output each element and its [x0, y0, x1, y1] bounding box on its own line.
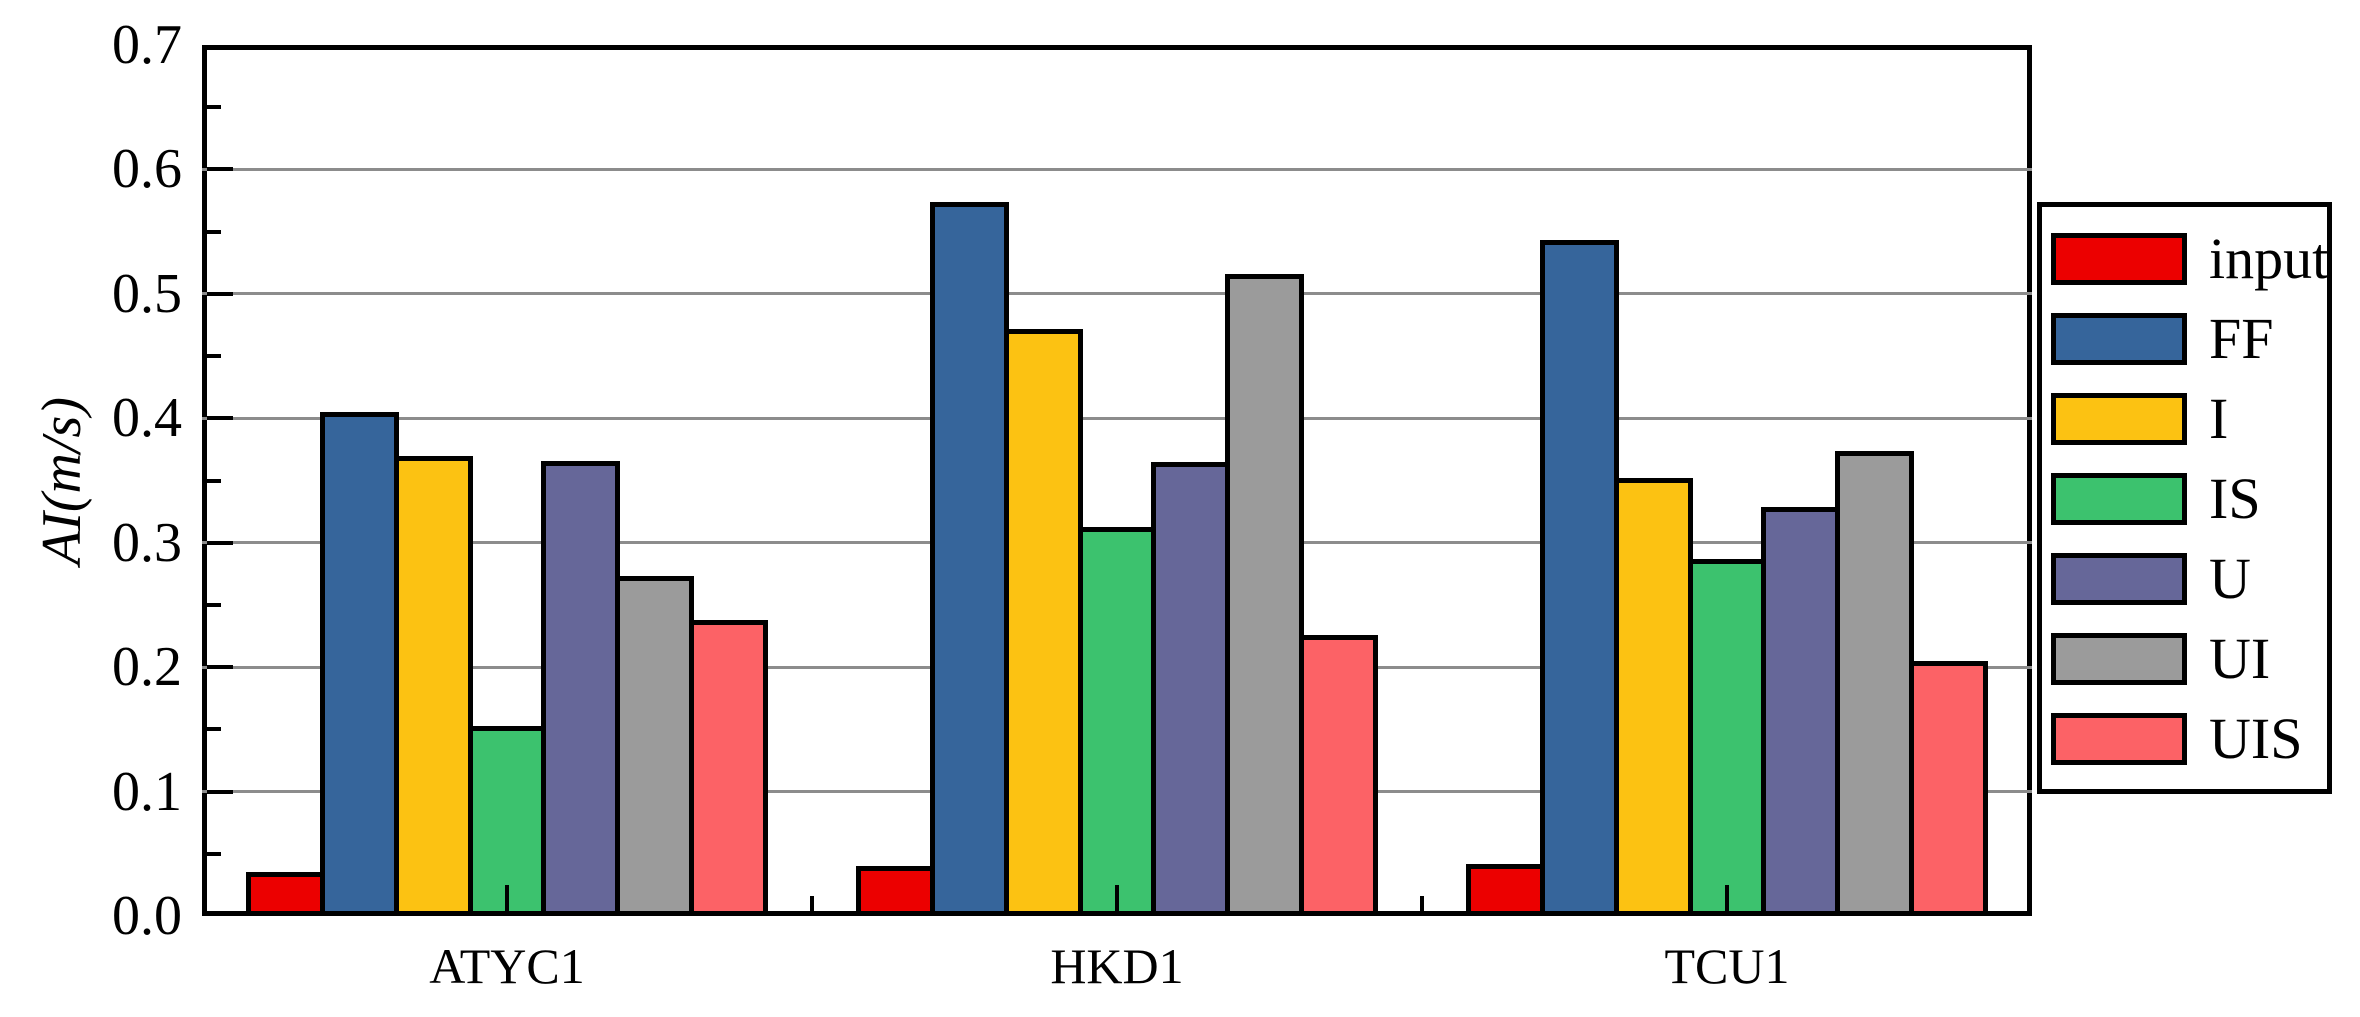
- gridline: [202, 167, 2032, 171]
- legend-swatch-input: [2051, 233, 2187, 285]
- y-major-tick: [207, 665, 233, 670]
- y-tick-label: 0.0: [112, 885, 182, 947]
- y-minor-tick: [207, 229, 221, 234]
- gridline: [202, 292, 2032, 296]
- legend-item-FF: FF: [2051, 306, 2327, 371]
- bar-TCU1-IS: [1687, 558, 1767, 916]
- y-minor-tick: [207, 478, 221, 483]
- legend-label-IS: IS: [2209, 466, 2261, 531]
- bar-HKD1-IS: [1077, 526, 1157, 916]
- bar-TCU1-UIS: [1908, 660, 1988, 916]
- y-minor-tick: [207, 602, 221, 607]
- bar-TCU1-UI: [1835, 450, 1914, 916]
- y-tick-label: 0.4: [112, 387, 182, 450]
- legend-swatch-IS: [2051, 473, 2187, 525]
- x-major-tick: [505, 885, 509, 911]
- gridline: [202, 416, 2032, 420]
- y-minor-tick: [207, 354, 221, 359]
- bar-TCU1-FF: [1540, 240, 1619, 916]
- x-minor-tick: [810, 896, 814, 911]
- bar-ATYC1-FF: [320, 412, 399, 916]
- bar-HKD1-I: [1003, 328, 1083, 916]
- x-minor-tick: [1420, 896, 1424, 911]
- legend-swatch-I: [2051, 393, 2187, 445]
- legend-item-UIS: UIS: [2051, 706, 2327, 771]
- bar-HKD1-UIS: [1298, 634, 1378, 916]
- bar-TCU1-U: [1761, 506, 1841, 916]
- legend-label-UIS: UIS: [2209, 706, 2303, 771]
- bar-ATYC1-U: [541, 460, 621, 916]
- bar-ATYC1-I: [393, 455, 473, 916]
- legend-label-FF: FF: [2209, 306, 2274, 371]
- y-tick-label: 0.2: [112, 636, 182, 699]
- legend-swatch-UIS: [2051, 713, 2187, 765]
- bar-HKD1-UI: [1225, 273, 1304, 916]
- legend-swatch-UI: [2051, 633, 2187, 685]
- x-tick-label: HKD1: [1050, 938, 1184, 994]
- bar-HKD1-U: [1151, 461, 1231, 916]
- y-major-tick: [207, 416, 233, 421]
- legend-label-I: I: [2209, 386, 2229, 451]
- legend-swatch-FF: [2051, 313, 2187, 365]
- x-tick-label: ATYC1: [429, 938, 585, 994]
- bar-TCU1-I: [1613, 478, 1693, 916]
- legend-swatch-U: [2051, 553, 2187, 605]
- bar-HKD1-input: [856, 866, 935, 916]
- y-tick-label: 0.3: [112, 511, 182, 574]
- x-tick-label: TCU1: [1664, 938, 1790, 994]
- y-tick-label: 0.6: [112, 138, 182, 201]
- legend-label-input: input: [2209, 226, 2329, 291]
- legend-item-IS: IS: [2051, 466, 2327, 531]
- legend-label-UI: UI: [2209, 626, 2271, 691]
- bar-ATYC1-UI: [615, 576, 694, 916]
- y-major-tick: [207, 540, 233, 545]
- legend-item-UI: UI: [2051, 626, 2327, 691]
- y-minor-tick: [207, 851, 221, 856]
- legend: input FF I IS U UI UIS: [2037, 202, 2332, 794]
- y-major-tick: [207, 167, 233, 172]
- y-tick-label: 0.7: [112, 14, 182, 76]
- legend-label-U: U: [2209, 546, 2251, 611]
- x-major-tick: [1115, 885, 1119, 911]
- y-minor-tick: [207, 105, 221, 110]
- bar-ATYC1-input: [246, 872, 325, 916]
- y-major-tick: [207, 291, 233, 296]
- x-major-tick: [1725, 885, 1729, 911]
- legend-item-input: input: [2051, 226, 2329, 291]
- legend-item-I: I: [2051, 386, 2327, 451]
- y-minor-tick: [207, 727, 221, 732]
- bar-HKD1-FF: [930, 201, 1009, 916]
- y-tick-label: 0.1: [112, 760, 182, 823]
- bar-ATYC1-UIS: [688, 619, 768, 916]
- y-tick-label: 0.5: [112, 262, 182, 325]
- bar-TCU1-input: [1466, 863, 1545, 916]
- legend-item-U: U: [2051, 546, 2327, 611]
- y-major-tick: [207, 789, 233, 794]
